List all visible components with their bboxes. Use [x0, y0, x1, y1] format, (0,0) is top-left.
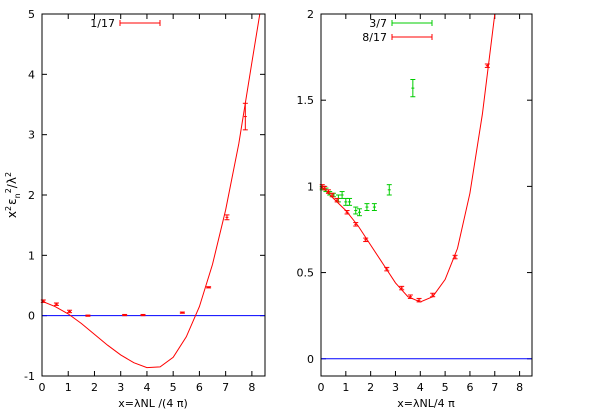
right-fit-curve [321, 14, 496, 303]
x-tick-label: 2 [91, 381, 98, 394]
data-point [416, 297, 422, 303]
x-tick-label: 7 [222, 381, 229, 394]
y-tick-label: 2 [28, 189, 35, 202]
data-point [430, 292, 436, 298]
x-tick-label: 8 [516, 381, 523, 394]
data-point [356, 208, 362, 217]
y-tick-label: 1.5 [297, 94, 315, 107]
data-point [347, 197, 353, 206]
right-legend: 3/78/17 [362, 17, 433, 44]
x-tick-label: 3 [392, 381, 399, 394]
data-point [384, 266, 390, 272]
y-tick-label: 1 [28, 249, 35, 262]
data-point [242, 102, 248, 131]
data-point [371, 203, 377, 212]
y-tick-label: 4 [28, 68, 35, 81]
x-tick-label: 1 [342, 381, 349, 394]
y-tick-label: 0 [307, 353, 314, 366]
y-tick-label: 5 [28, 8, 35, 21]
data-point [325, 189, 331, 194]
data-point [344, 210, 350, 215]
left-y-axis-label: x2εn2/λ2 [4, 172, 22, 218]
x-tick-label: 2 [367, 381, 374, 394]
x-tick-label: 5 [170, 381, 177, 394]
data-point [410, 79, 416, 98]
data-point [343, 197, 349, 206]
x-tick-label: 3 [117, 381, 124, 394]
x-tick-label: 7 [491, 381, 498, 394]
legend-label: 3/7 [369, 17, 387, 30]
fit-curve-line [42, 14, 261, 369]
y-tick-label: -1 [24, 370, 35, 383]
x-tick-label: 8 [248, 381, 255, 394]
data-point [386, 184, 392, 196]
data-point [484, 63, 490, 68]
data-point [67, 309, 73, 314]
data-point [85, 314, 91, 317]
x-tick-label: 5 [442, 381, 449, 394]
x-tick-label: 4 [143, 381, 150, 394]
y-tick-label: 0.5 [297, 267, 315, 280]
left-chart-panel: 0 1 2 3 4 5 6 7 8 -1 0 1 2 3 4 5 1/17 x=λNL /(4 π) x2εn… [4, 8, 266, 410]
right-chart-panel: 0 1 2 3 4 5 6 7 8 0 0.5 1 1.5 2 3/78/17 x=λNL/4 π [297, 8, 533, 410]
left-ticks: 0 1 2 3 4 5 6 7 8 -1 0 1 2 3 4 5 [24, 8, 265, 394]
left-fit-curve [42, 14, 261, 369]
x-tick-label: 6 [196, 381, 203, 394]
data-point [329, 192, 335, 198]
y-tick-label: 2 [307, 8, 314, 21]
data-point [122, 313, 128, 317]
fit-curve-line [321, 14, 496, 303]
data-point [334, 197, 340, 203]
data-point [179, 311, 185, 314]
left-x-axis-label: x=λNL /(4 π) [118, 397, 188, 410]
right-plot-frame [320, 13, 533, 377]
x-tick-label: 4 [417, 381, 424, 394]
data-point [353, 206, 359, 215]
right-data-points [319, 63, 490, 303]
data-point [206, 286, 212, 289]
y-tick-label: 0 [28, 310, 35, 323]
x-tick-label: 0 [39, 381, 46, 394]
data-point [353, 222, 359, 227]
y-tick-label: 3 [28, 129, 35, 142]
data-point [363, 237, 369, 243]
left-plot-frame [41, 13, 266, 377]
data-point [224, 214, 230, 221]
data-point [140, 313, 146, 317]
legend-label: 1/17 [90, 17, 115, 30]
legend-label: 8/17 [362, 31, 387, 44]
data-point [407, 294, 413, 299]
data-point [53, 302, 59, 306]
data-point [452, 254, 458, 260]
data-point [399, 285, 405, 291]
y-tick-label: 1 [307, 180, 314, 193]
right-ticks: 0 1 2 3 4 5 6 7 8 0 0.5 1 1.5 2 [297, 8, 532, 394]
x-tick-label: 0 [318, 381, 325, 394]
x-tick-label: 6 [466, 381, 473, 394]
left-data-points [40, 102, 248, 317]
left-legend: 1/17 [90, 17, 161, 30]
x-tick-label: 1 [65, 381, 72, 394]
right-x-axis-label: x=λNL/4 π [397, 397, 455, 410]
data-point [364, 203, 370, 212]
